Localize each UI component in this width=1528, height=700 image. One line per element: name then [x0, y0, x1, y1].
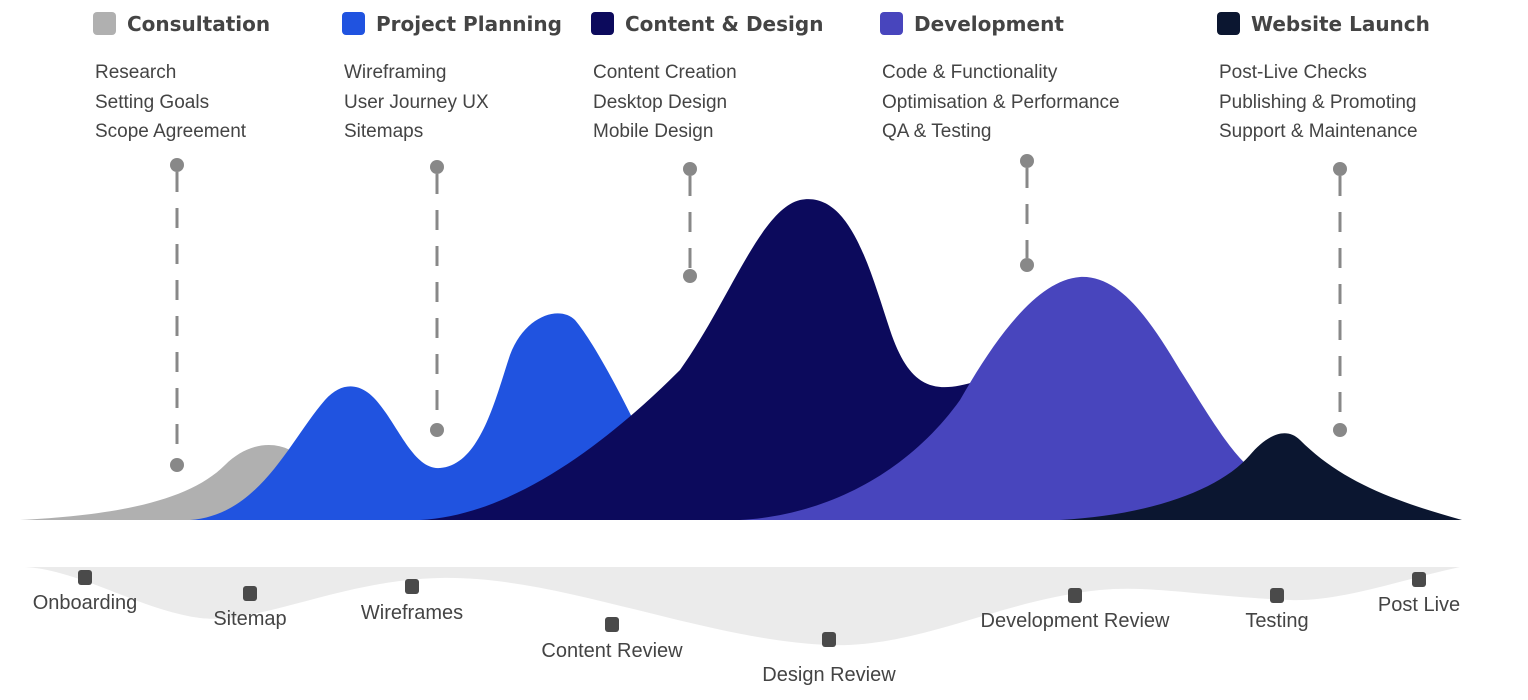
phase-item: Optimisation & Performance [882, 91, 1120, 113]
legend-swatch [591, 12, 614, 35]
phase-item: Setting Goals [95, 91, 210, 113]
milestone-marker [405, 579, 419, 594]
phase-item: Post-Live Checks [1219, 62, 1367, 83]
phase-title: Website Launch [1251, 12, 1430, 36]
milestone-label: Sitemap [213, 608, 287, 630]
mountain-development [740, 276, 1270, 520]
milestone-band [25, 567, 1460, 646]
phase-item: Research [95, 62, 177, 83]
phase-title: Consultation [127, 12, 271, 36]
connector-dot [170, 158, 184, 172]
connector-dot [1020, 154, 1034, 168]
phase-item: Publishing & Promoting [1219, 91, 1417, 113]
phase-item: Desktop Design [593, 91, 728, 113]
milestone-label: Development Review [980, 610, 1170, 632]
phase-item: Wireframing [344, 62, 447, 83]
phase-item: Scope Agreement [95, 121, 247, 142]
connector-dot [1020, 258, 1034, 272]
phase-item: Sitemaps [344, 121, 424, 142]
milestone-marker [605, 617, 619, 632]
mountain-website-launch [1060, 433, 1462, 520]
legend-swatch [1217, 12, 1240, 35]
milestone-marker [1412, 572, 1426, 587]
milestone-label: Onboarding [32, 592, 138, 614]
milestone-label: Post Live [1377, 594, 1461, 616]
milestone-label: Wireframes [360, 602, 464, 624]
connector-dot [683, 269, 697, 283]
milestone-label: Testing [1245, 610, 1309, 632]
connector-dot [683, 162, 697, 176]
milestone-marker [243, 586, 257, 601]
connector-dot [1333, 162, 1347, 176]
milestone-marker [822, 632, 836, 647]
phase-item: Support & Maintenance [1219, 121, 1418, 142]
legend-swatch [880, 12, 903, 35]
phase-item: Content Creation [593, 62, 737, 83]
phase-title: Development [914, 12, 1064, 36]
mountain-project-planning [190, 313, 680, 520]
phase-item: Mobile Design [593, 121, 714, 142]
connector-dot [430, 160, 444, 174]
connector-dot [170, 458, 184, 472]
milestone-marker [1068, 588, 1082, 603]
phase-item: User Journey UX [344, 91, 489, 113]
connector-dot [430, 423, 444, 437]
phase-title: Content & Design [625, 12, 824, 36]
phase-item: QA & Testing [882, 121, 992, 142]
milestone-label: Design Review [762, 664, 896, 686]
milestone-marker [1270, 588, 1284, 603]
connector-dot [1333, 423, 1347, 437]
milestone-label: Content Review [541, 640, 683, 662]
legend-swatch [93, 12, 116, 35]
phase-title: Project Planning [376, 12, 562, 36]
phase-item: Code & Functionality [882, 62, 1058, 83]
legend-swatch [342, 12, 365, 35]
milestone-marker [78, 570, 92, 585]
